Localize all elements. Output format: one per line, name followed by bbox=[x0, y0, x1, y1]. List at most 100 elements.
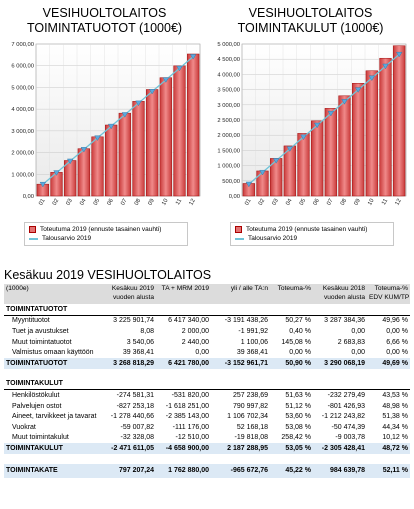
header-variance: yli / alle TA:n bbox=[211, 284, 270, 304]
y-tick-label: 3 500,00 bbox=[217, 88, 240, 94]
budget-marker-06 bbox=[314, 122, 321, 129]
budget-marker-08 bbox=[135, 100, 142, 107]
table-header-row: (1000e) Kesäkuu 2019 vuoden alusta TA + M… bbox=[4, 284, 410, 304]
bar-06 bbox=[311, 120, 324, 197]
bar-04 bbox=[283, 145, 296, 197]
header-current-line1: Kesäkuu 2019 bbox=[111, 285, 154, 292]
table-cell-c1: Myyntituotot bbox=[12, 317, 50, 325]
bar-09 bbox=[146, 89, 159, 197]
x-tick-label: 08 bbox=[340, 198, 348, 207]
table-cell-c3: -4 658 900,00 bbox=[156, 443, 211, 454]
header-prev-realization: Toteuma-% EDV KUM/TP bbox=[367, 284, 410, 304]
bar-12 bbox=[187, 53, 200, 197]
table-cell-c5: 45,22 % bbox=[270, 463, 313, 478]
x-tick-label: 10 bbox=[367, 198, 375, 207]
budget-marker-06 bbox=[108, 123, 115, 130]
budget-marker-01 bbox=[39, 181, 46, 188]
table-row-blank bbox=[4, 454, 410, 464]
table-cell-c7: 49,69 % bbox=[367, 357, 410, 369]
table-cell-c2: 3 540,06 bbox=[126, 338, 154, 346]
x-tick-label: 01 bbox=[244, 198, 252, 207]
bar-08 bbox=[132, 101, 145, 197]
table-row-total: TOIMINTAKULUT -2 471 611,05 -4 658 900,00 2… bbox=[4, 443, 410, 454]
table-cell-c5: 53,60 % bbox=[285, 413, 311, 421]
revenue-chart-panel: VESIHUOLTOLAITOS TOIMINTATUOTOT (1000€) … bbox=[2, 0, 207, 262]
table-cell-c2: -59 007,82 bbox=[120, 423, 154, 431]
table-cell-c7: 44,34 % bbox=[382, 423, 408, 431]
x-tick-label: 04 bbox=[79, 197, 88, 206]
y-tick-label: 3 000,00 bbox=[217, 103, 240, 109]
bar-03 bbox=[64, 160, 77, 197]
table-cell-c1: TOIMINTATUOTOT bbox=[4, 357, 104, 369]
budget-marker-10 bbox=[162, 77, 169, 83]
table-row-item: Muut toimintatuotot 3 540,06 2 440,00 1 100… bbox=[4, 337, 410, 348]
bar-12 bbox=[393, 45, 406, 197]
x-tick-label: 07 bbox=[120, 198, 128, 207]
budget-marker-03 bbox=[67, 158, 74, 165]
y-tick-label: 2 500,00 bbox=[217, 118, 240, 124]
y-tick-label: 1 000,00 bbox=[217, 164, 240, 170]
bar-10 bbox=[159, 77, 172, 197]
expense-chart-title-line2: TOIMINTAKULUT (1000€) bbox=[237, 21, 384, 35]
table-cell-c6 bbox=[313, 378, 367, 391]
legend-budget-swatch bbox=[235, 237, 244, 240]
y-tick-label: 5 000,00 bbox=[11, 85, 34, 91]
report-title: Kesäkuu 2019 VESIHUOLTOLAITOS bbox=[4, 268, 212, 282]
table-cell-c2: -827 253,18 bbox=[116, 402, 154, 410]
table-cell-c4: 2 187 288,95 bbox=[211, 443, 270, 454]
table-cell-c7 bbox=[367, 454, 410, 464]
budget-marker-07 bbox=[121, 112, 128, 118]
header-realization: Toteuma-% bbox=[270, 284, 313, 304]
table-cell-c7: 0,00 % bbox=[386, 349, 408, 357]
bar-05 bbox=[91, 136, 104, 197]
table-cell-c1: TOIMINTAKULUT bbox=[4, 443, 104, 454]
table-cell-c1: Henkilöstökulut bbox=[12, 391, 60, 399]
table-cell-c3 bbox=[156, 454, 211, 464]
revenue-chart-title-line1: VESIHUOLTOLAITOS bbox=[42, 6, 167, 20]
table-cell-c7: 6,66 % bbox=[386, 338, 408, 346]
y-tick-label: 0,00 bbox=[229, 194, 240, 200]
budget-marker-03 bbox=[273, 158, 280, 164]
x-tick-label: 06 bbox=[106, 198, 114, 207]
budget-marker-12 bbox=[396, 51, 403, 58]
bar-08 bbox=[338, 95, 351, 197]
table-cell-c1: Muut toimintatuotot bbox=[12, 338, 72, 346]
expense-chart: 0,00 500,00 1 000,00 1 500,00 2 000,00 2 500,… bbox=[217, 42, 407, 207]
table-cell-c5 bbox=[270, 454, 313, 464]
table-cell-c7 bbox=[367, 369, 410, 379]
table-cell-c1 bbox=[4, 454, 104, 464]
x-tick-label: 02 bbox=[258, 198, 266, 207]
table-cell-c7: 10,12 % bbox=[382, 434, 408, 442]
table-cell-c3: -2 385 143,00 bbox=[165, 413, 209, 421]
x-tick-label: 12 bbox=[188, 198, 196, 207]
table-cell-c2: 3 225 901,74 bbox=[113, 317, 154, 325]
table-cell-c6 bbox=[313, 304, 367, 316]
budget-marker-05 bbox=[300, 134, 307, 141]
table-cell-c1: TOIMINTAKATE bbox=[4, 463, 104, 478]
table-cell-c3: 2 000,00 bbox=[181, 327, 209, 335]
table-cell-c4: -19 818,08 bbox=[234, 434, 268, 442]
table-cell-c7: 43,53 % bbox=[382, 391, 408, 399]
bar-07 bbox=[118, 112, 131, 197]
x-tick-label: 05 bbox=[299, 198, 307, 207]
table-cell-c2: -274 581,31 bbox=[116, 391, 154, 399]
x-tick-label: 09 bbox=[147, 198, 155, 207]
table-cell-c7: 48,98 % bbox=[382, 402, 408, 410]
table-row-blank bbox=[4, 369, 410, 379]
x-tick-label: 05 bbox=[93, 198, 101, 207]
x-tick-label: 11 bbox=[175, 198, 183, 206]
legend-budget-swatch bbox=[29, 237, 38, 240]
bar-07 bbox=[324, 108, 337, 197]
budget-marker-10 bbox=[368, 75, 375, 81]
y-tick-label: 2 000,00 bbox=[217, 133, 240, 139]
header-prev-realization-line2: EDV KUM/TP bbox=[369, 294, 410, 301]
table-cell-c7: 52,11 % bbox=[367, 463, 410, 478]
table-cell-c1: Tuet ja avustukset bbox=[12, 327, 69, 335]
table-cell-c6: -801 426,93 bbox=[327, 402, 365, 410]
y-tick-label: 5 000,00 bbox=[217, 42, 240, 48]
legend-actual-label: Toteutuma 2019 (ennuste tasainen vauhti) bbox=[246, 226, 368, 233]
header-unit: (1000e) bbox=[4, 284, 104, 304]
table-cell-c3: 1 762 880,00 bbox=[156, 463, 211, 478]
table-cell-c3: 6 417 340,00 bbox=[168, 317, 209, 325]
table-cell-c2: -1 278 440,66 bbox=[110, 413, 154, 421]
